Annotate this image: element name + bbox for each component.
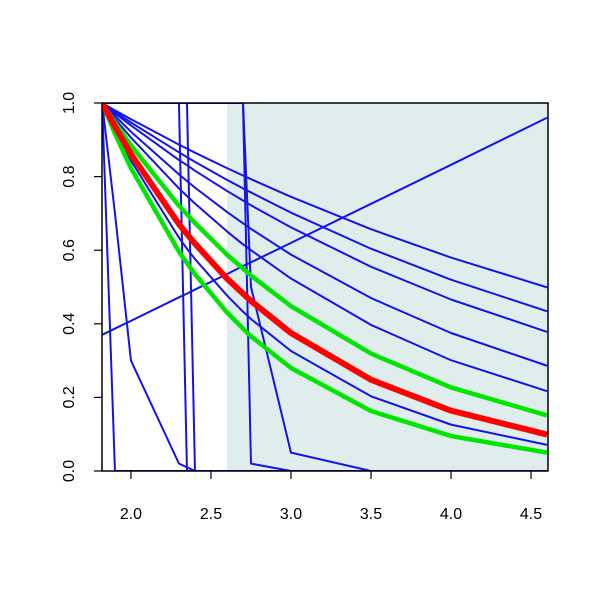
y-tick-label: 0.0 bbox=[61, 460, 78, 482]
series-line bbox=[102, 103, 548, 367]
y-tick-label: 0.6 bbox=[61, 239, 78, 261]
plot-lines bbox=[102, 103, 548, 471]
series-line bbox=[102, 103, 548, 393]
series-line bbox=[102, 103, 548, 418]
series-line bbox=[102, 103, 548, 289]
x-tick-label: 2.0 bbox=[120, 506, 142, 523]
y-tick-label: 0.4 bbox=[61, 313, 78, 335]
series-line bbox=[102, 103, 548, 471]
y-tick-label: 1.0 bbox=[61, 92, 78, 114]
plot-frame bbox=[101, 102, 549, 472]
x-tick-label: 3.0 bbox=[280, 506, 302, 523]
y-tick-label: 0.2 bbox=[61, 386, 78, 408]
x-tick-label: 4.0 bbox=[440, 506, 462, 523]
x-tick-label: 2.5 bbox=[200, 506, 222, 523]
x-tick-label: 3.5 bbox=[360, 506, 382, 523]
series-line bbox=[102, 103, 548, 438]
series-line bbox=[102, 103, 548, 455]
series-line bbox=[102, 103, 548, 446]
x-tick-label: 4.5 bbox=[520, 506, 542, 523]
series-line bbox=[102, 103, 548, 313]
series-line bbox=[102, 103, 548, 333]
y-tick-label: 0.8 bbox=[61, 165, 78, 187]
